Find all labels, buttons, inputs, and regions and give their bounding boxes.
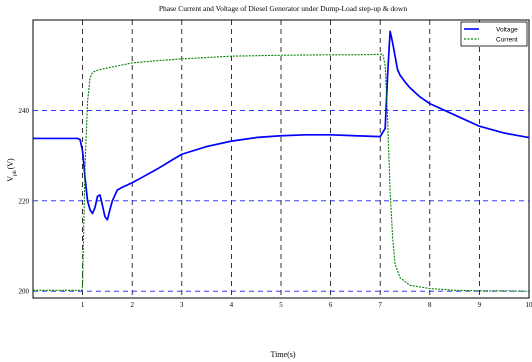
series-line-voltage (33, 30, 530, 221)
x-tick-label: 10 (526, 301, 532, 309)
y-tick-label: 220 (19, 197, 30, 205)
x-tick-label: 1 (81, 301, 85, 309)
x-tick-label: 6 (329, 301, 333, 309)
y-tick-label: 240 (19, 107, 30, 115)
legend-label-current: Current (496, 37, 518, 44)
x-tick-label: 8 (428, 301, 432, 309)
x-tick-label: 7 (378, 301, 382, 309)
x-tick-label: 2 (130, 301, 134, 309)
series-line-current (33, 53, 530, 292)
y-axis-title: Vph(V) (6, 158, 18, 182)
legend-box (460, 21, 528, 47)
x-tick-label: 5 (279, 301, 283, 309)
x-tick-label: 3 (180, 301, 184, 309)
y-axis-title-sub: ph (12, 170, 18, 176)
x-tick-label: 9 (478, 301, 482, 309)
legend-label-voltage: Voltage (496, 27, 518, 34)
chart-title: Phase Current and Voltage of Diesel Gene… (159, 4, 407, 13)
legend: Voltage Current (460, 21, 528, 47)
y-axis-title-main: V (6, 176, 15, 182)
x-axis-title: Time(s) (270, 350, 295, 359)
y-tick-label: 200 (19, 288, 30, 296)
x-tick-label: 4 (230, 301, 234, 309)
y-axis-title-unit: (V) (6, 158, 15, 169)
ticks: 1 2 3 4 5 6 7 8 9 10 200 220 240 (19, 107, 532, 309)
grid (33, 20, 529, 298)
series-layer (33, 30, 530, 292)
